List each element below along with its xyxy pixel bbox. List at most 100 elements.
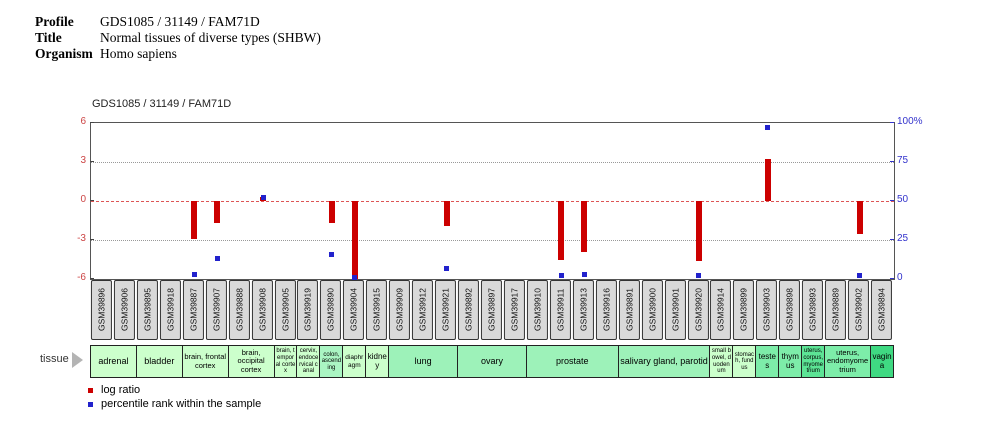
plot-area [90,122,895,280]
left-axis-tick: 3 [80,155,86,166]
title-row: Title Normal tissues of diverse types (S… [35,30,321,46]
right-axis-tickmark [890,278,894,279]
legend-percentile-label: percentile rank within the sample [101,398,262,410]
gsm-sample-label[interactable]: GSM39916 [595,280,617,340]
log-ratio-bar [695,201,702,261]
right-axis-tickmark [890,200,894,201]
tissue-group-cell: bladder [135,345,183,378]
gsm-sample-label[interactable]: GSM39907 [205,280,227,340]
tissue-group-cell: diaphragm [342,345,367,378]
profile-value: GDS1085 / 31149 / FAM71D [100,14,260,29]
tissue-group-cell: prostate [525,345,619,378]
tissue-group-cell: kidney [365,345,390,378]
log-ratio-bar [443,201,450,226]
gsm-sample-label[interactable]: GSM39905 [274,280,296,340]
right-axis-tickmark [890,239,894,240]
percentile-marker [857,273,863,279]
left-axis-tickmark [90,239,94,240]
percentile-marker [558,273,564,279]
right-axis-tick: 0 [897,272,903,283]
tissue-group-cell: colon, ascending [319,345,344,378]
chart-title: GDS1085 / 31149 / FAM71D [92,98,232,110]
legend-log-ratio-label: log ratio [101,384,141,396]
tissue-group-cell: salivary gland, parotid [617,345,711,378]
organism-value: Homo sapiens [100,46,177,61]
gsm-sample-label[interactable]: GSM39887 [182,280,204,340]
tissue-group-cell: ovary [457,345,527,378]
gsm-sample-label[interactable]: GSM39912 [412,280,434,340]
log-ratio-bar [191,201,198,239]
percentile-marker [765,125,771,131]
left-axis-tick: 0 [80,194,86,205]
gsm-sample-label[interactable]: GSM39894 [871,280,892,340]
gsm-sample-label[interactable]: GSM39920 [687,280,709,340]
gsm-sample-label[interactable]: GSM39919 [297,280,319,340]
gsm-sample-label[interactable]: GSM39891 [618,280,640,340]
legend-percentile: percentile rank within the sample [88,397,261,411]
left-axis-tick: -6 [77,272,86,283]
right-axis-tick: 50 [897,194,909,205]
gsm-sample-label[interactable]: GSM39921 [435,280,457,340]
profile-label: Profile [35,14,74,29]
left-axis-tickmark [90,278,94,279]
tissue-group-cell: stomach, fundus [732,345,757,378]
log-ratio-bar [558,201,565,260]
percentile-marker [260,195,266,201]
log-ratio-bar [764,159,771,201]
gsm-sample-label[interactable]: GSM39901 [664,280,686,340]
gsm-sample-label[interactable]: GSM39914 [710,280,732,340]
tissue-group-cell: vagina [870,345,894,378]
gsm-sample-label[interactable]: GSM39908 [251,280,273,340]
gsm-sample-label[interactable]: GSM39897 [481,280,502,340]
percentile-marker [696,273,702,279]
percentile-marker [581,271,587,277]
log-ratio-bar [328,201,335,224]
gsm-sample-label[interactable]: GSM39890 [320,280,342,340]
gsm-sample-label[interactable]: GSM39903 [756,280,778,340]
organism-label: Organism [35,46,93,61]
gsm-sample-label[interactable]: GSM39915 [366,280,388,340]
gsm-sample-label[interactable]: GSM39911 [549,280,571,340]
left-axis-tickmark [90,122,94,123]
tissue-group-cell: uterus, endomyometrium [824,345,872,378]
tissue-group-cell: thymus [778,345,803,378]
right-axis-tick: 100% [897,116,923,127]
gsm-sample-label[interactable]: GSM39904 [343,280,365,340]
gsm-sample-label[interactable]: GSM39893 [802,280,824,340]
tissue-group-cell: brain, temporal cortex [273,345,298,378]
log-ratio-bar [581,201,588,252]
gsm-sample-label[interactable]: GSM39888 [228,280,250,340]
gsm-sample-label[interactable]: GSM39906 [113,280,135,340]
gsm-sample-label[interactable]: GSM39902 [848,280,870,340]
right-axis-tick: 75 [897,155,909,166]
gsm-sample-label[interactable]: GSM39892 [458,280,480,340]
gridline-minus3 [91,240,894,241]
left-axis-tickmark [90,161,94,162]
percentile-marker [444,265,450,271]
organism-row: Organism Homo sapiens [35,46,321,62]
gsm-sample-label[interactable]: GSM39913 [572,280,594,340]
tissue-group-cell: lung [388,345,459,378]
gsm-sample-label[interactable]: GSM39909 [389,280,411,340]
gsm-sample-label[interactable]: GSM39900 [641,280,663,340]
tissue-group-cell: adrenal [90,345,137,378]
gridline-plus3 [91,162,894,163]
profile-row: Profile GDS1085 / 31149 / FAM71D [35,14,321,30]
legend-log-ratio: log ratio [88,383,261,397]
tissue-group-row: adrenal bladder brain, frontal cortex brain… [90,345,894,378]
right-axis-tick: 25 [897,233,909,244]
left-axis-tickmark [90,200,94,201]
chart-legend: log ratio percentile rank within the sam… [88,383,261,411]
title-label: Title [35,30,62,45]
gsm-sample-label[interactable]: GSM39910 [526,280,548,340]
gsm-sample-label[interactable]: GSM39889 [825,280,847,340]
gsm-sample-label[interactable]: GSM39899 [733,280,755,340]
gsm-sample-label[interactable]: GSM39917 [503,280,525,340]
log-ratio-bar [351,201,358,279]
gsm-sample-label[interactable]: GSM39918 [159,280,181,340]
tissue-group-cell: uterus, corpus, myometrium [801,345,826,378]
gsm-sample-label[interactable]: GSM39895 [136,280,158,340]
gsm-sample-label[interactable]: GSM39898 [779,280,801,340]
gsm-sample-label[interactable]: GSM39896 [91,280,112,340]
